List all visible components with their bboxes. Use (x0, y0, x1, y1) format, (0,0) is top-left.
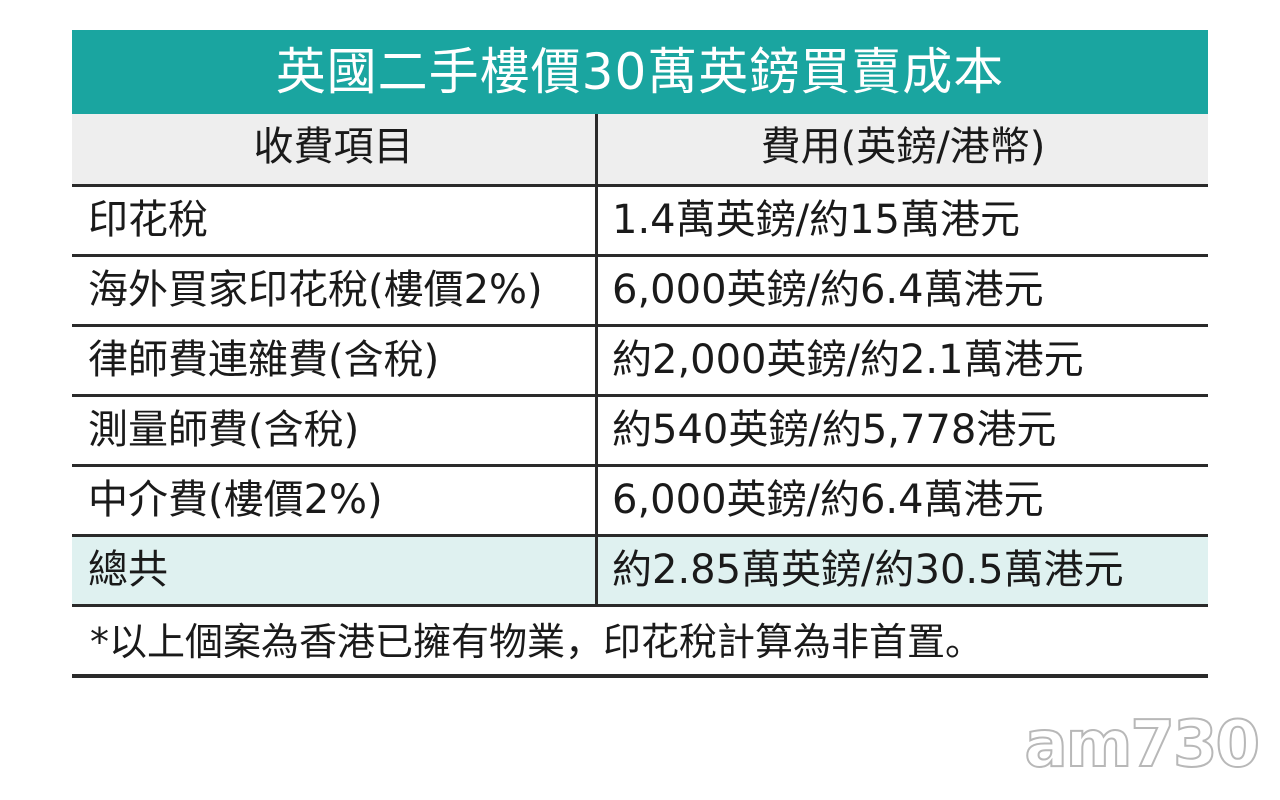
table-row: 測量師費(含稅) 約540英鎊/約5,778港元 (72, 394, 1208, 464)
row-fee: 6,000英鎊/約6.4萬港元 (612, 477, 1044, 523)
table-row: 中介費(樓價2%) 6,000英鎊/約6.4萬港元 (72, 464, 1208, 534)
table-row: 律師費連雜費(含稅) 約2,000英鎊/約2.1萬港元 (72, 324, 1208, 394)
header-item: 收費項目 (72, 114, 598, 184)
row-item: 海外買家印花稅(樓價2%) (72, 257, 598, 324)
table-title: 英國二手樓價30萬英鎊買賣成本 (72, 30, 1208, 114)
footnote: *以上個案為香港已擁有物業，印花稅計算為非首置。 (72, 604, 1208, 678)
row-item: 律師費連雜費(含稅) (72, 327, 598, 394)
watermark-logo: am730 (1024, 707, 1261, 783)
row-fee: 約540英鎊/約5,778港元 (612, 407, 1057, 453)
row-fee: 1.4萬英鎊/約15萬港元 (612, 197, 1020, 243)
table-header-row: 收費項目 費用(英鎊/港幣) (72, 114, 1208, 184)
cost-table: 英國二手樓價30萬英鎊買賣成本 收費項目 費用(英鎊/港幣) 印花稅 1.4萬英… (72, 30, 1208, 678)
header-fee: 費用(英鎊/港幣) (760, 124, 1046, 170)
table-row: 海外買家印花稅(樓價2%) 6,000英鎊/約6.4萬港元 (72, 254, 1208, 324)
table-row: 印花稅 1.4萬英鎊/約15萬港元 (72, 184, 1208, 254)
row-item: 中介費(樓價2%) (72, 467, 598, 534)
row-item: 印花稅 (72, 187, 598, 254)
total-fee: 約2.85萬英鎊/約30.5萬港元 (612, 547, 1124, 593)
table-total-row: 總共 約2.85萬英鎊/約30.5萬港元 (72, 534, 1208, 604)
row-fee: 約2,000英鎊/約2.1萬港元 (612, 337, 1084, 383)
row-item: 測量師費(含稅) (72, 397, 598, 464)
row-fee: 6,000英鎊/約6.4萬港元 (612, 267, 1044, 313)
total-item: 總共 (72, 537, 598, 604)
